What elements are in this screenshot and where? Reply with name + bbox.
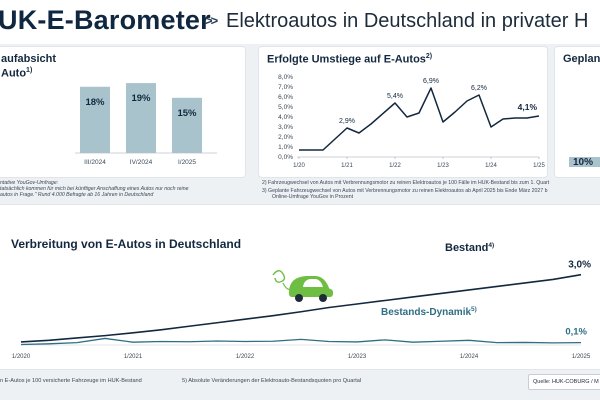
- umstiege-title-text: Erfolgte Umstiege auf E-Autos: [267, 53, 426, 66]
- verbreitung-x-tick: 1/2025: [572, 354, 591, 360]
- umstiege-annotation: 6,9%: [423, 78, 439, 85]
- verbreitung-x-tick: 1/2021: [124, 354, 143, 360]
- umstiege-x-tick: 1/24: [485, 163, 497, 169]
- umstiege-footnote-3-line1: 3) Geplante Fahrzeugwechsel von Autos mi…: [262, 188, 548, 194]
- umstiege-annotation: 5,4%: [387, 93, 403, 100]
- kaufabsicht-title-line1: aufabsicht: [1, 53, 57, 65]
- umstiege-series-line: [299, 87, 540, 151]
- umstiege-y-tick: 7,0%: [278, 84, 293, 91]
- umstiege-y-tick: 5,0%: [278, 104, 293, 111]
- umstiege-y-tick: 4,0%: [278, 114, 293, 121]
- kaufabsicht-bar-chart: 18% III/2024 19% IV/2024 15% I/2025: [75, 83, 217, 166]
- chevron-icon: >>: [205, 13, 218, 28]
- brand-title: UK-E-Barometer: [0, 5, 211, 35]
- umstiege-footnote-3-line2: Online-Umfrage YouGov in Prozent: [272, 194, 354, 200]
- umstiege-x-tick: 1/22: [389, 163, 401, 169]
- verbreitung-line-chart: 1/2020 1/2021 1/2022 1/2023 1/2024 1/2025 Best…: [12, 242, 591, 360]
- bar-IV/2024: [126, 83, 156, 153]
- umstiege-title: Erfolgte Umstiege auf E-Autos2): [267, 53, 432, 66]
- geplant-bar: [569, 157, 600, 167]
- dynamik-legend-sup: 5): [471, 306, 477, 313]
- umstiege-annotation: 6,2%: [471, 85, 487, 92]
- bestand-legend-sup: 4): [488, 242, 494, 249]
- umstiege-x-tick: 1/21: [341, 163, 353, 169]
- panel-verbreitung: Verbreitung von E-Autos in Deutschland 1…: [0, 204, 600, 370]
- umstiege-annotation: 2,9%: [339, 118, 355, 125]
- umstiege-y-tick: 1,0%: [278, 144, 293, 151]
- umstiege-x-tick: 1/23: [437, 163, 449, 169]
- bar-value-label: 15%: [177, 108, 197, 119]
- electric-car-wheel-front: [295, 294, 303, 302]
- bar-value-label: 19%: [131, 93, 151, 104]
- bestand-series-line: [20, 273, 582, 343]
- background-band-mid: [0, 196, 600, 204]
- umstiege-title-sup: 2): [425, 53, 433, 60]
- umstiege-y-tick: 3,0%: [278, 124, 293, 131]
- panel-kaufabsicht: aufabsicht Auto1) 18% III/2024 19% IV/2024 1…: [0, 46, 246, 178]
- umstiege-x-tick: 1/25: [533, 163, 545, 169]
- kaufabsicht-title-sup: 1): [26, 67, 33, 74]
- umstiege-y-tick: 2,0%: [278, 134, 293, 141]
- dynamik-series-line: [20, 337, 582, 346]
- page-subtitle: Elektroautos in Deutschland in privater …: [226, 10, 589, 32]
- bar-I/2025: [172, 97, 202, 153]
- umstiege-footnote-2: 2) Fahrzeugwechsel von Autos mit Verbren…: [262, 180, 550, 186]
- header-bar: UK-E-Barometer >> Elektroautos in Deutsc…: [0, 0, 600, 44]
- bar-category-label: III/2024: [84, 159, 106, 166]
- source-box: Quelle: HUK-COBURG / M: [528, 374, 600, 390]
- kaufabsicht-title-text: Auto: [1, 67, 27, 80]
- verbreitung-title: Verbreitung von E-Autos in Deutschland: [11, 237, 242, 251]
- dynamik-legend-label: Bestands-Dynamik5): [381, 306, 477, 318]
- umstiege-y-tick: 6,0%: [278, 94, 293, 101]
- panel-geplant: Geplant 10%: [554, 46, 600, 178]
- verbreitung-x-tick: 1/2023: [348, 354, 367, 360]
- geplant-title: Geplant: [563, 53, 600, 65]
- electric-car-window: [303, 279, 323, 287]
- verbreitung-x-tick: 1/2022: [236, 354, 255, 360]
- kaufabsicht-title-line2: Auto1): [1, 67, 32, 80]
- kaufabsicht-footnote-line1: ntative YouGov-Umfrage:: [0, 180, 59, 186]
- verbreitung-x-tick: 1/2024: [460, 354, 479, 360]
- electric-car-body: [289, 289, 333, 297]
- electric-car-wheel-rear: [319, 294, 327, 302]
- bar-category-label: IV/2024: [130, 159, 153, 166]
- verbreitung-footnote-4: n E-Autos je 100 versicherte Fahrzeuge i…: [0, 378, 142, 384]
- bar-value-label: 18%: [85, 97, 105, 108]
- geplant-value-label: 10%: [573, 157, 594, 168]
- panel-umstiege: Erfolgte Umstiege auf E-Autos2) 0,0% 1,0%…: [258, 46, 548, 178]
- umstiege-line-chart: 0,0% 1,0% 2,0% 3,0% 4,0% 5,0% 6,0% 7,0% 8,0% 1/20…: [278, 74, 545, 169]
- bestand-legend-label: Bestand4): [445, 242, 494, 254]
- bestand-end-label: 3,0%: [568, 260, 591, 271]
- umstiege-annotation: 4,1%: [518, 102, 538, 112]
- verbreitung-footnote-5: 5) Absolute Veränderungen der Elektroaut…: [182, 378, 362, 384]
- kaufabsicht-footnote-line2: tatsächlich kommen für mich bei künftige…: [0, 186, 189, 192]
- umstiege-y-tick: 0,0%: [278, 154, 293, 161]
- bar-category-label: I/2025: [178, 159, 196, 166]
- dynamik-end-label: 0,1%: [565, 327, 587, 338]
- charging-plug-icon: [272, 270, 286, 283]
- umstiege-y-tick: 8,0%: [278, 74, 293, 81]
- verbreitung-x-tick: 1/2020: [12, 354, 31, 360]
- bar-III/2024: [80, 86, 110, 153]
- umstiege-x-tick: 1/20: [293, 163, 305, 169]
- background-band-bottom: [0, 368, 600, 400]
- charging-cable: [282, 282, 292, 290]
- kaufabsicht-footnote-line3: autos in Frage." Rund 4.000 Befragte ab …: [0, 192, 154, 198]
